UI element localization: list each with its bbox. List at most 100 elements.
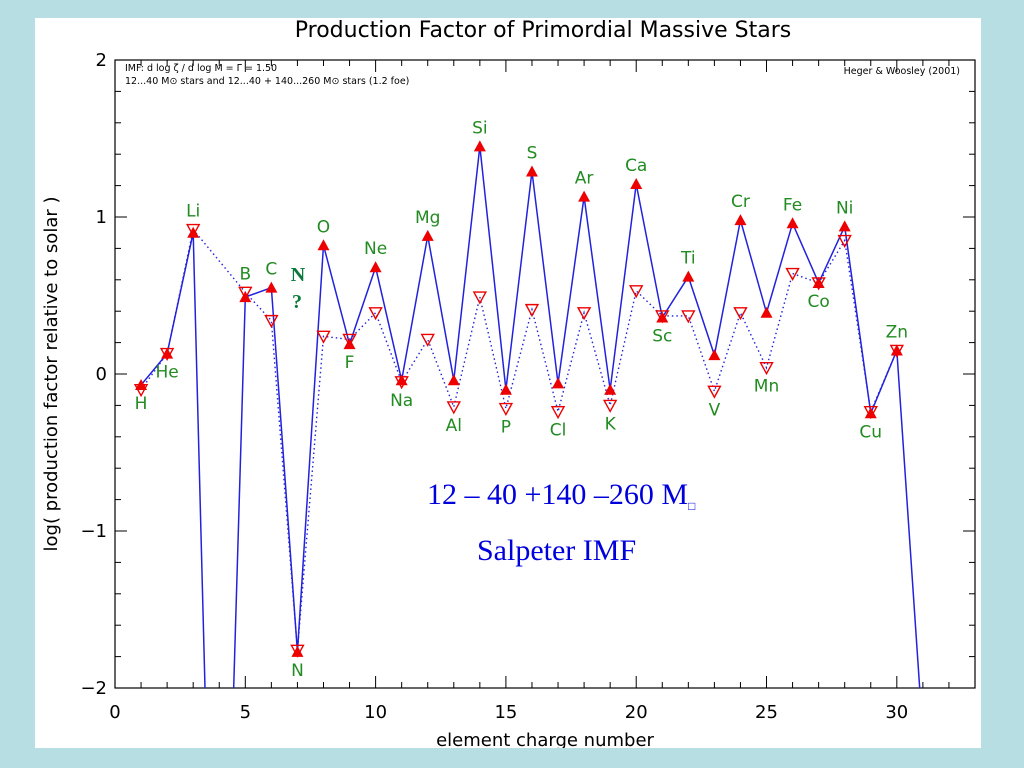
element-label-li: Li xyxy=(186,202,200,222)
element-label-ne: Ne xyxy=(364,239,387,259)
n-note-question: ? xyxy=(292,291,302,313)
marker-filled-triangle xyxy=(760,306,773,318)
marker-hollow-triangle xyxy=(837,234,852,249)
marker-filled-triangle xyxy=(786,217,799,229)
marker-filled-triangle xyxy=(890,344,903,356)
marker-filled-triangle xyxy=(525,165,538,177)
salpeter-imf-annotation: Salpeter IMF xyxy=(477,534,636,567)
marker-filled-triangle xyxy=(630,178,643,190)
legend-imf-line: IMF: d log ζ / d log M = Γ = 1.50 xyxy=(125,63,277,74)
marker-hollow-triangle xyxy=(707,385,722,399)
marker-filled-triangle xyxy=(473,140,486,152)
element-label-ni: Ni xyxy=(836,198,853,218)
marker-filled-triangle xyxy=(708,349,721,361)
element-label-f: F xyxy=(345,353,355,373)
element-label-c: C xyxy=(265,260,277,280)
marker-filled-triangle xyxy=(161,347,174,359)
x-tick-label: 20 xyxy=(625,702,648,723)
marker-filled-triangle xyxy=(343,338,356,350)
element-label-he: He xyxy=(155,363,178,383)
y-axis-label: log( production factor relative to solar… xyxy=(41,197,62,552)
marker-filled-triangle xyxy=(864,407,877,419)
element-label-v: V xyxy=(709,400,721,420)
marker-filled-triangle xyxy=(499,383,512,395)
element-label-si: Si xyxy=(472,118,488,138)
marker-hollow-triangle xyxy=(316,330,331,344)
element-label-mn: Mn xyxy=(754,377,779,397)
element-label-ti: Ti xyxy=(680,249,696,269)
mass-range-text: 12 – 40 +140 –260 M xyxy=(427,478,688,511)
element-label-al: Al xyxy=(446,416,462,436)
marker-hollow-triangle xyxy=(759,362,774,376)
element-label-k: K xyxy=(605,414,617,434)
x-tick-label: 5 xyxy=(240,702,251,723)
element-label-sc: Sc xyxy=(652,326,672,346)
element-label-b: B xyxy=(239,264,251,284)
marker-hollow-triangle xyxy=(498,402,514,417)
marker-filled-triangle xyxy=(317,239,330,251)
marker-filled-triangle xyxy=(395,374,408,386)
marker-filled-triangle xyxy=(421,229,434,241)
marker-hollow-triangle xyxy=(446,401,461,415)
mass-range-annotation: 12 – 40 +140 –260 M□ xyxy=(427,478,695,513)
marker-hollow-triangle xyxy=(238,286,253,300)
marker-filled-triangle xyxy=(135,378,148,390)
marker-filled-triangle xyxy=(604,383,617,395)
y-tick-label: 2 xyxy=(96,50,107,71)
marker-filled-triangle xyxy=(265,281,278,293)
x-tick-label: 10 xyxy=(364,702,387,723)
element-label-n: N xyxy=(291,661,304,681)
marker-hollow-triangle xyxy=(186,223,201,238)
marker-filled-triangle xyxy=(447,374,460,386)
element-label-p: P xyxy=(501,418,511,438)
element-label-cu: Cu xyxy=(859,422,882,442)
marker-hollow-triangle xyxy=(602,399,618,413)
element-label-s: S xyxy=(527,143,538,163)
element-label-ca: Ca xyxy=(625,156,647,176)
n-note: N ? xyxy=(291,264,306,313)
y-tick-label: −1 xyxy=(80,521,107,542)
marker-hollow-triangle xyxy=(368,307,383,321)
element-label-na: Na xyxy=(390,391,413,411)
marker-filled-triangle xyxy=(838,220,851,232)
y-tick-label: 1 xyxy=(96,207,107,228)
chart-title: Production Factor of Primordial Massive … xyxy=(295,18,791,43)
x-tick-label: 25 xyxy=(755,702,778,723)
legend-stars-line: 12...40 M⊙ stars and 12...40 + 140...260… xyxy=(125,76,409,87)
element-label-ar: Ar xyxy=(575,169,594,189)
element-label-o: O xyxy=(317,217,330,237)
marker-filled-triangle xyxy=(552,377,565,389)
marker-hollow-triangle xyxy=(785,267,800,281)
legend-credit: Heger & Woosley (2001) xyxy=(844,66,960,77)
marker-filled-triangle xyxy=(239,291,252,303)
slide: Production Factor of Primordial Massive … xyxy=(35,18,981,748)
marker-hollow-triangle xyxy=(264,314,279,329)
marker-hollow-triangle xyxy=(863,405,878,420)
element-label-zn: Zn xyxy=(886,322,908,342)
y-tick-label: 0 xyxy=(96,364,107,385)
element-label-cl: Cl xyxy=(550,421,567,441)
marker-hollow-triangle xyxy=(420,333,435,347)
series-solid-line xyxy=(140,146,921,688)
element-label-cr: Cr xyxy=(731,192,750,212)
data-series xyxy=(133,140,921,688)
y-tick-label: −2 xyxy=(80,678,107,699)
x-tick-label: 30 xyxy=(885,702,908,723)
marker-hollow-triangle xyxy=(524,303,540,318)
marker-filled-triangle xyxy=(578,190,591,202)
marker-filled-triangle xyxy=(656,311,669,323)
marker-filled-triangle xyxy=(682,270,695,282)
x-tick-label: 15 xyxy=(494,702,517,723)
x-tick-label: 0 xyxy=(109,702,120,723)
solar-mass-symbol: □ xyxy=(688,499,695,513)
element-label-h: H xyxy=(135,394,148,414)
element-label-fe: Fe xyxy=(783,195,802,215)
marker-hollow-triangle xyxy=(290,644,305,658)
marker-filled-triangle xyxy=(734,214,747,226)
plot-frame xyxy=(114,59,976,689)
legend-text: IMF: d log ζ / d log M = Γ = 1.50 12...4… xyxy=(125,63,960,87)
marker-hollow-triangle xyxy=(629,285,644,299)
element-label-co: Co xyxy=(807,292,829,312)
marker-hollow-triangle xyxy=(472,291,488,305)
marker-hollow-triangle xyxy=(733,307,748,321)
